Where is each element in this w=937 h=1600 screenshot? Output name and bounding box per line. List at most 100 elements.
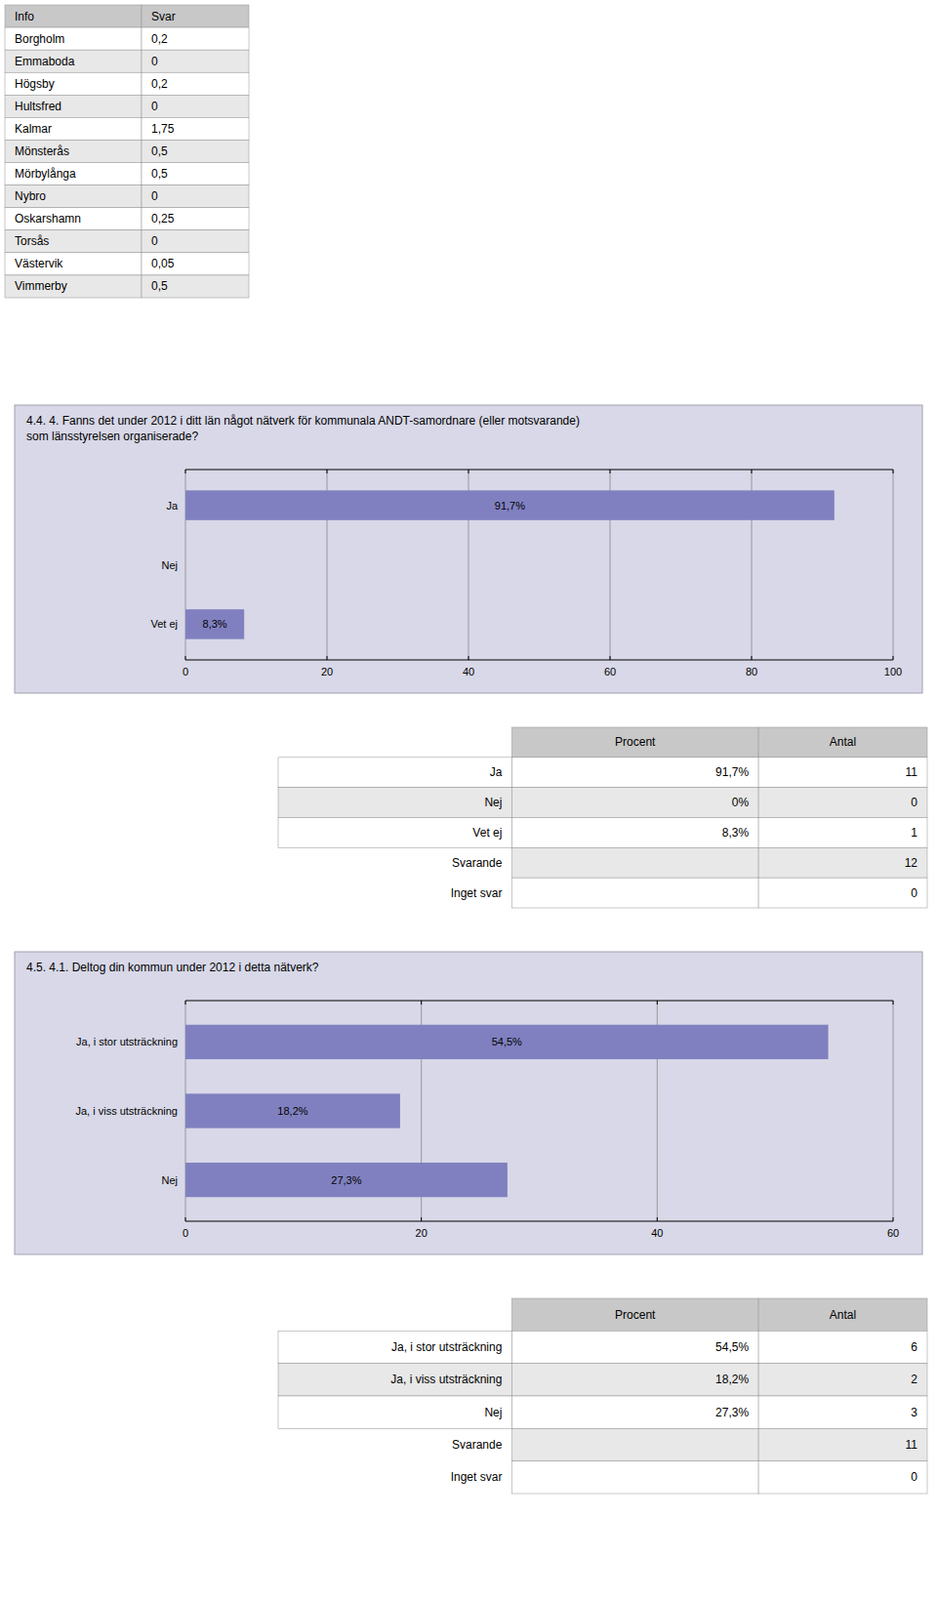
grid-line [893,469,895,660]
axis-line [185,1221,894,1223]
table-cell [4,162,142,186]
table-cell-text: 1,75 [151,122,175,136]
table-cell [141,27,249,50]
table-cell-text: 0,2 [151,32,168,46]
table-cell [4,72,142,95]
table-cell-text: 0 [151,234,159,248]
data-label: 8,3% [203,617,228,630]
table-cell-text: 6 [910,1340,918,1354]
table-cell-text: 27,3% [715,1405,749,1420]
category-label: Vet ej [150,617,178,630]
bar [185,549,187,579]
data-label: 54,5% [491,1035,523,1048]
table-cell-text: Ja, i viss utsträckning [390,1372,502,1386]
axis-line [185,1000,894,1002]
table-cell [4,94,142,118]
table-cell [511,1461,759,1494]
table-header-cell [4,4,142,28]
category-label: Ja, i stor utsträckning [76,1035,178,1048]
table-cell [4,49,142,73]
tick-mark [610,655,612,660]
table-cell [758,1330,928,1363]
table-cell [278,1363,512,1396]
table-cell [758,1427,928,1461]
table-cell-text: 54,5% [715,1340,749,1354]
chart-box [14,951,923,1255]
table-cell-text: Nej [484,1405,502,1420]
table-cell-text: 3 [910,1405,918,1420]
table-header-cell [758,1298,928,1331]
bar [185,489,835,520]
chart-title-line: 4.5. 4.1. Deltog din kommun under 2012 i… [26,960,320,975]
table-cell-text: Svarande [451,1437,503,1452]
category-label: Nej [161,559,178,571]
table-cell-text: Torsås [14,234,49,248]
table-cell-text: 0% [732,795,750,810]
tick-mark [610,469,612,474]
table-cell [141,139,249,163]
tick-label: 0 [182,665,189,678]
table-cell-text: Antal [829,734,856,749]
tick-mark [185,655,187,660]
table-cell-text: Vet ej [472,825,502,840]
table-cell-text: 91,7% [715,765,749,779]
table-cell [141,162,249,186]
bar [185,1162,508,1197]
tick-label: 60 [604,665,616,678]
table-cell [141,117,249,140]
table-cell [4,139,142,163]
table-cell [278,1395,512,1428]
table-cell [141,94,249,118]
tick-mark [751,469,753,474]
tick-label: 60 [887,1226,899,1239]
tick-label: 40 [462,665,475,678]
tick-mark [893,655,895,660]
table-cell [758,757,928,788]
bars [185,1024,829,1198]
table-cell-text: Inget svar [450,1469,503,1484]
table-cell [141,72,249,95]
table-cell [758,817,928,849]
table-cell-text: 0 [151,54,159,69]
bar [185,1024,829,1060]
tick-mark [420,1000,422,1005]
table-cell-text: Högsby [14,77,55,91]
chart-title-line: 4.4. 4. Fanns det under 2012 i ditt län … [26,413,580,428]
table-cell [511,1427,759,1461]
tick-mark [185,1000,187,1005]
table-cell [511,1395,759,1428]
chart-box [14,405,923,693]
page: InfoSvarBorgholm0,2Emmaboda0Högsby0,2Hul… [0,0,937,1600]
table-cell-text: Nej [484,795,502,810]
data-label: 91,7% [494,499,526,512]
table-cell-text: Borgholm [14,32,65,46]
tick-label: 100 [884,665,902,678]
table-cell-text: 0,2 [151,77,168,91]
table-cell-text: Procent [614,734,656,749]
table-cell-text: Ja [489,765,503,779]
table-cell [758,1363,928,1396]
table-cell [141,49,249,73]
table-cell-text: Nybro [14,189,46,204]
data-label: 18,2% [277,1104,308,1117]
table-header-cell [758,727,928,758]
tick-mark [185,1217,187,1222]
table-cell-text: 11 [905,1437,919,1452]
table-cell [758,1395,928,1428]
table-cell-text: 0,05 [151,256,175,271]
x-axis: 0204060 [182,1000,899,1239]
tick-mark [468,655,470,660]
table-cell [511,1330,759,1363]
table-cell-text: 12 [904,855,919,870]
chart: 4.5. 4.1. Deltog din kommun under 2012 i… [14,951,923,1255]
table-cell [4,117,142,140]
tick-mark [656,1000,658,1005]
table-cell-text: Västervik [14,256,64,271]
labels: Ja91,7%NejVet ej8,3% [150,499,526,631]
tick-label: 40 [651,1226,663,1239]
table-cell-text: 0 [151,189,159,204]
table-cell [758,877,928,908]
table-cell [511,787,759,818]
table-cell [511,757,759,788]
table-cell [141,252,249,276]
